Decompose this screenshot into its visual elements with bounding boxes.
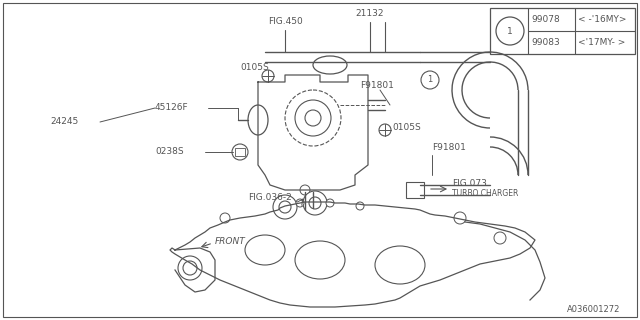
Text: A036001272: A036001272 xyxy=(566,306,620,315)
Ellipse shape xyxy=(313,56,347,74)
Text: 24245: 24245 xyxy=(50,117,78,126)
Text: 1: 1 xyxy=(428,76,433,84)
Circle shape xyxy=(220,213,230,223)
Text: 0105S: 0105S xyxy=(240,63,269,73)
Text: 1: 1 xyxy=(507,27,513,36)
Circle shape xyxy=(494,232,506,244)
Ellipse shape xyxy=(295,241,345,279)
Circle shape xyxy=(273,195,297,219)
Text: 99078: 99078 xyxy=(531,15,560,24)
Circle shape xyxy=(295,100,331,136)
Circle shape xyxy=(296,199,304,207)
Circle shape xyxy=(303,191,327,215)
Text: 99083: 99083 xyxy=(531,38,560,47)
Circle shape xyxy=(285,90,341,146)
Text: 0238S: 0238S xyxy=(155,148,184,156)
Text: 0105S: 0105S xyxy=(392,124,420,132)
Bar xyxy=(406,182,424,198)
Circle shape xyxy=(183,261,197,275)
Circle shape xyxy=(356,202,364,210)
Text: F91801: F91801 xyxy=(360,81,394,90)
Text: 21132: 21132 xyxy=(355,10,383,19)
Bar xyxy=(490,8,635,54)
Ellipse shape xyxy=(375,246,425,284)
Circle shape xyxy=(496,17,524,45)
Text: <'17MY- >: <'17MY- > xyxy=(578,38,625,47)
Circle shape xyxy=(454,212,466,224)
Circle shape xyxy=(178,256,202,280)
Circle shape xyxy=(379,124,391,136)
Ellipse shape xyxy=(248,105,268,135)
Circle shape xyxy=(326,199,334,207)
Circle shape xyxy=(279,201,291,213)
Text: FIG.036-2: FIG.036-2 xyxy=(248,194,292,203)
Bar xyxy=(235,148,245,156)
Text: FRONT: FRONT xyxy=(215,237,246,246)
Circle shape xyxy=(232,144,248,160)
Text: 45126F: 45126F xyxy=(155,103,189,113)
Text: FIG.073: FIG.073 xyxy=(452,179,487,188)
Ellipse shape xyxy=(245,235,285,265)
Text: FIG.450: FIG.450 xyxy=(268,18,303,27)
Circle shape xyxy=(305,110,321,126)
Text: < -'16MY>: < -'16MY> xyxy=(578,15,627,24)
Text: TURBO CHARGER: TURBO CHARGER xyxy=(452,188,518,197)
Circle shape xyxy=(262,70,274,82)
Circle shape xyxy=(300,185,310,195)
Circle shape xyxy=(309,197,321,209)
Circle shape xyxy=(421,71,439,89)
Text: F91801: F91801 xyxy=(432,143,466,153)
